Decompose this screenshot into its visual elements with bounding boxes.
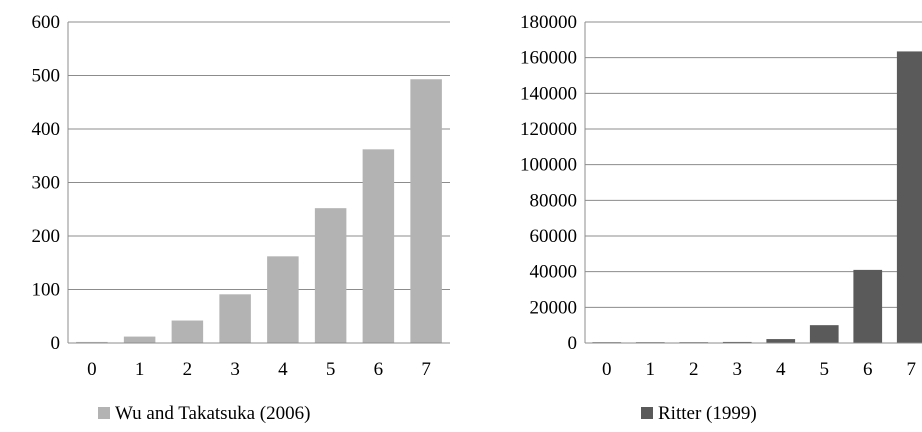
x-tick-label: 1 [646, 359, 656, 380]
chart-wu-takatsuka: 0 100 200 300 400 500 600 0 1 2 3 4 5 6 7 Wu and Takats… [32, 12, 450, 424]
y-tick-label: 600 [32, 12, 61, 33]
y-tick-label: 0 [51, 333, 61, 354]
x-tick-label: 0 [602, 359, 612, 380]
bar [362, 149, 395, 343]
y-tick-label: 300 [32, 173, 61, 194]
bar [76, 341, 108, 343]
y-tick-label: 160000 [520, 48, 577, 69]
legend-label: Ritter (1999) [658, 403, 757, 424]
x-tick-label: 6 [374, 359, 384, 380]
y-tick-label: 500 [32, 66, 61, 87]
y-tick-label: 140000 [520, 83, 577, 104]
x-tick-label: 1 [135, 359, 145, 380]
bar [219, 294, 251, 343]
legend-label: Wu and Takatsuka (2006) [115, 403, 310, 424]
chart-right-svg: 0 20000 40000 60000 80000 100000 120000 140000 1… [520, 12, 922, 424]
y-tick-label: 80000 [530, 190, 578, 211]
y-tick-label: 400 [32, 119, 61, 140]
y-tick-label: 0 [568, 333, 578, 354]
bar [722, 341, 752, 343]
legend-swatch [641, 407, 653, 419]
x-tick-label: 7 [421, 359, 431, 380]
chart-left-svg: 0 100 200 300 400 500 600 0 1 2 3 4 5 6 7 Wu and Takats… [32, 12, 450, 424]
y-tick-label: 40000 [530, 262, 578, 283]
x-tick-label: 0 [87, 359, 97, 380]
x-tick-label: 5 [820, 359, 830, 380]
bar [853, 269, 883, 343]
y-tick-label: 20000 [530, 297, 578, 318]
x-tick-label: 6 [863, 359, 873, 380]
y-tick-label: 180000 [520, 12, 577, 33]
bar [123, 336, 156, 343]
bar [171, 320, 204, 343]
bar [267, 256, 299, 343]
y-tick-label: 100000 [520, 155, 577, 176]
bar [896, 51, 922, 344]
y-tick-label: 60000 [530, 226, 578, 247]
x-tick-label: 4 [278, 359, 288, 380]
x-tick-label: 7 [907, 359, 917, 380]
x-tick-label: 5 [326, 359, 336, 380]
x-tick-label: 3 [230, 359, 240, 380]
bar [766, 339, 796, 343]
y-tick-label: 120000 [520, 119, 577, 140]
x-tick-label: 2 [183, 359, 193, 380]
x-tick-label: 3 [733, 359, 743, 380]
bar [809, 325, 839, 343]
y-tick-label: 200 [32, 226, 61, 247]
legend-swatch [98, 407, 110, 419]
bar [410, 79, 442, 344]
x-tick-label: 4 [776, 359, 786, 380]
x-tick-label: 2 [689, 359, 699, 380]
chart-ritter: 0 20000 40000 60000 80000 100000 120000 140000 1… [461, 0, 922, 432]
y-tick-label: 100 [32, 280, 61, 301]
bar [314, 208, 347, 343]
